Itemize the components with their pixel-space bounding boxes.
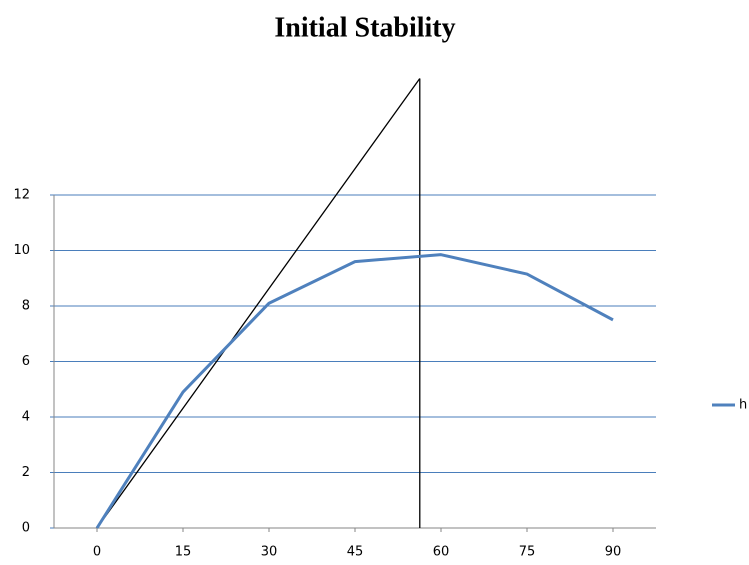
x-tick-label: 0 bbox=[93, 545, 101, 560]
x-tick-label: 45 bbox=[347, 545, 364, 560]
x-tick-label: 15 bbox=[175, 545, 192, 560]
page: {"chart_data": {"type": "line", "title":… bbox=[0, 0, 749, 565]
y-tick-label: 6 bbox=[22, 354, 30, 369]
x-tick-label: 90 bbox=[605, 545, 622, 560]
reference-line bbox=[97, 78, 420, 528]
series-line bbox=[97, 255, 613, 528]
legend-label: h bbox=[739, 398, 747, 413]
x-tick-label: 60 bbox=[433, 545, 450, 560]
chart-title: Initial Stability bbox=[274, 12, 455, 43]
x-tick-label: 75 bbox=[519, 545, 536, 560]
y-tick-label: 12 bbox=[13, 188, 30, 203]
y-tick-label: 10 bbox=[13, 243, 30, 258]
x-tick-label: 30 bbox=[261, 545, 278, 560]
y-tick-label: 4 bbox=[22, 410, 30, 425]
chart: Initial Stability 0 2 4 6 8 10 12 0 15 30 45 60 75 90… bbox=[0, 0, 749, 565]
y-tick-label: 0 bbox=[22, 521, 30, 536]
y-tick-label: 2 bbox=[22, 465, 30, 480]
y-tick-label: 8 bbox=[22, 299, 30, 314]
